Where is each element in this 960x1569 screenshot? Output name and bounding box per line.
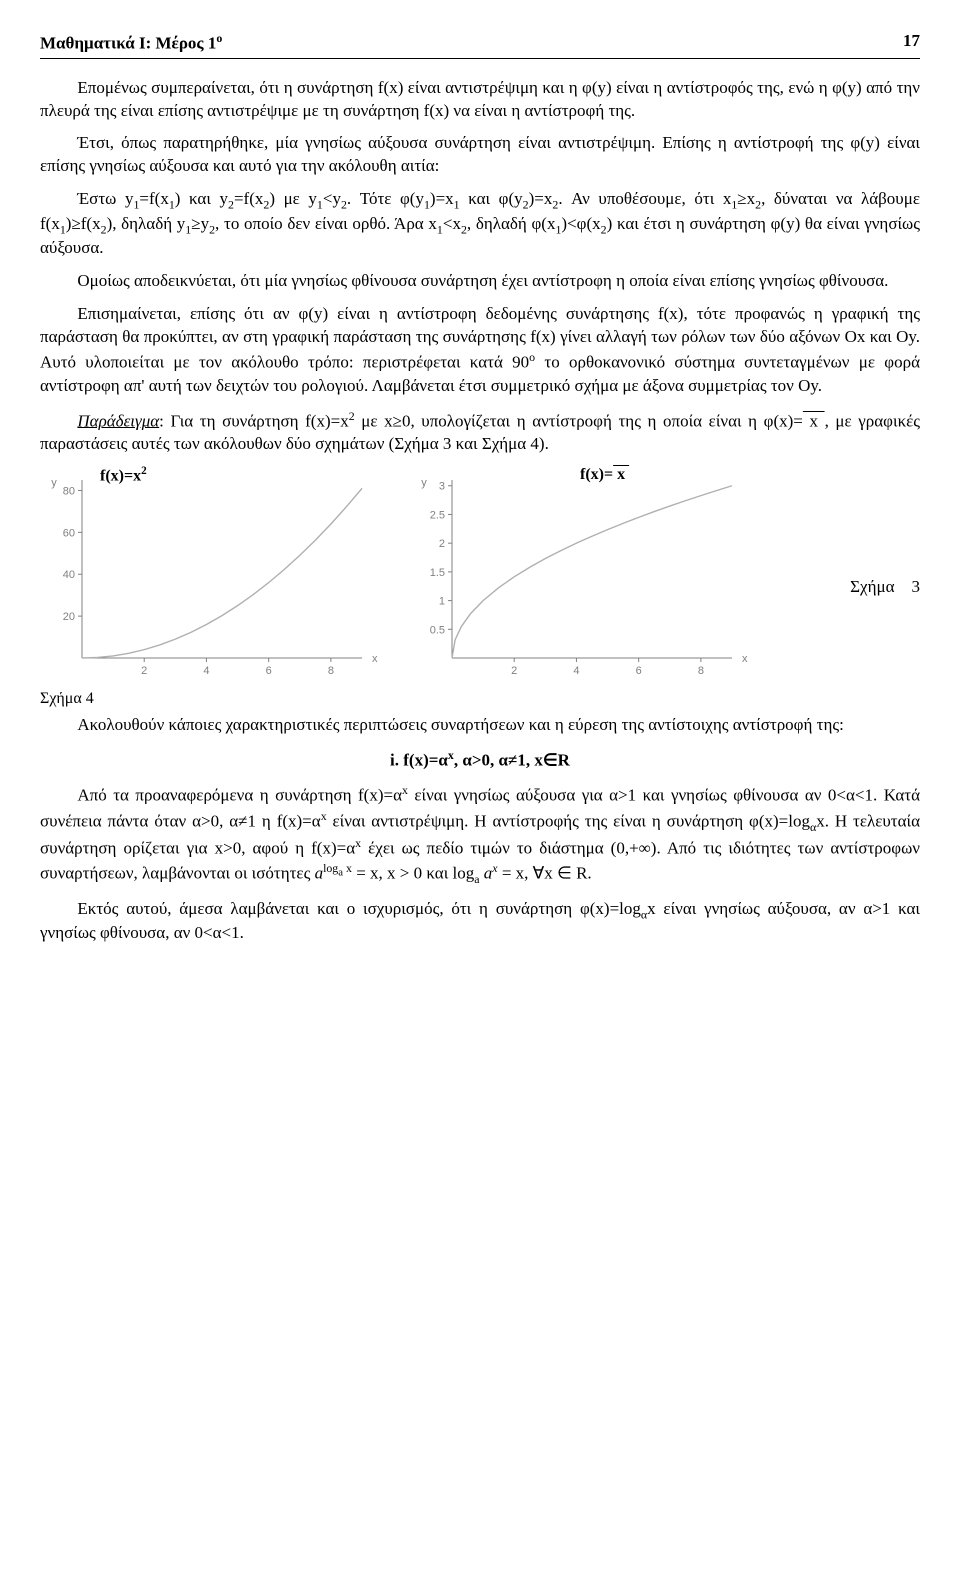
svg-text:x: x: [742, 653, 748, 665]
svg-text:40: 40: [63, 569, 75, 581]
svg-text:6: 6: [266, 665, 272, 677]
paragraph-5: Επισημαίνεται, επίσης ότι αν φ(y) είναι …: [40, 303, 920, 397]
svg-text:2: 2: [511, 665, 517, 677]
charts-row: f(x)=x2 20 40 60 80 2 4 6 8 y x Σχήμα 4 f(x)= x 0…: [40, 466, 920, 710]
svg-text:6: 6: [636, 665, 642, 677]
header-title: Μαθηματικά Ι: Μέρος 1ο: [40, 30, 222, 56]
svg-text:4: 4: [203, 665, 209, 677]
svg-text:3: 3: [439, 481, 445, 493]
svg-text:80: 80: [63, 486, 75, 498]
svg-text:4: 4: [573, 665, 579, 677]
svg-text:8: 8: [328, 665, 334, 677]
paragraph-7: Ακολουθούν κάποιες χαρακτηριστικές περιπ…: [40, 714, 920, 737]
svg-text:y: y: [51, 477, 57, 489]
caption-right: Σχήμα 3: [850, 576, 920, 599]
svg-text:2: 2: [439, 538, 445, 550]
svg-text:0.5: 0.5: [430, 624, 445, 636]
svg-text:8: 8: [698, 665, 704, 677]
svg-text:2: 2: [141, 665, 147, 677]
chart-left-svg: 20 40 60 80 2 4 6 8 y x: [40, 466, 380, 686]
svg-text:2.5: 2.5: [430, 510, 445, 522]
svg-text:60: 60: [63, 527, 75, 539]
svg-text:x: x: [372, 653, 378, 665]
chart-right-title: f(x)= x: [580, 464, 629, 486]
paragraph-1: Επομένως συμπεραίνεται, ότι η συνάρτηση …: [40, 77, 920, 123]
case-heading-i: i. f(x)=αx, α>0, α≠1, x∈R: [40, 747, 920, 773]
svg-text:1.5: 1.5: [430, 567, 445, 579]
page-number: 17: [903, 30, 920, 56]
paragraph-example: Παράδειγμα: Για τη συνάρτηση f(x)=x2 με …: [40, 408, 920, 457]
paragraph-9: Εκτός αυτού, άμεσα λαμβάνεται και ο ισχυ…: [40, 898, 920, 945]
paragraph-3: Έστω y1=f(x1) και y2=f(x2) με y1<y2. Τότ…: [40, 188, 920, 260]
paragraph-4: Ομοίως αποδεικνύεται, ότι μία γνησίως φθ…: [40, 270, 920, 293]
chart-left-title: f(x)=x2: [100, 464, 147, 487]
chart-right: f(x)= x 0.5 1 1.5 2 2.5 3 2 4 6 8 y x: [410, 466, 750, 686]
example-label: Παράδειγμα: [77, 411, 159, 430]
caption-left: Σχήμα 4: [40, 688, 380, 710]
chart-left: f(x)=x2 20 40 60 80 2 4 6 8 y x Σχήμα 4: [40, 466, 380, 710]
svg-text:y: y: [421, 477, 427, 489]
paragraph-2: Έτσι, όπως παρατηρήθηκε, μία γνησίως αύξ…: [40, 132, 920, 178]
svg-text:20: 20: [63, 611, 75, 623]
svg-text:1: 1: [439, 596, 445, 608]
paragraph-8: Από τα προαναφερόμενα η συνάρτηση f(x)=α…: [40, 782, 920, 887]
page-header: Μαθηματικά Ι: Μέρος 1ο 17: [40, 30, 920, 59]
chart-right-svg: 0.5 1 1.5 2 2.5 3 2 4 6 8 y x: [410, 466, 750, 686]
